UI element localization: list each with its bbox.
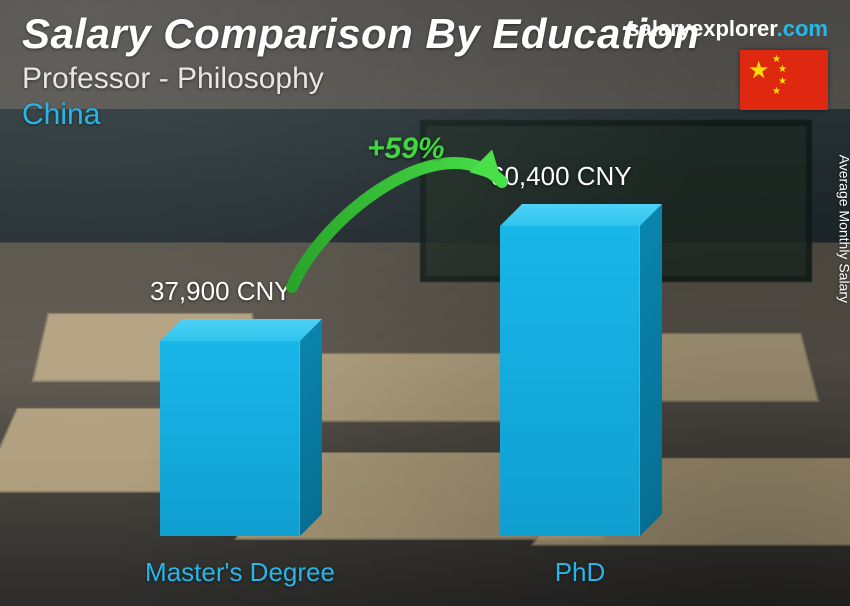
source-name: salaryexplorer (627, 16, 776, 41)
y-axis-label: Average Monthly Salary (836, 155, 850, 303)
salary-bar-chart: 37,900 CNYMaster's Degree60,400 CNYPhD+5… (100, 156, 740, 536)
country-label: China (22, 98, 828, 132)
bar-category-label: Master's Degree (145, 557, 335, 588)
country-flag: ★ ★ ★ ★ ★ (740, 50, 828, 110)
job-title: Professor - Philosophy (22, 62, 828, 96)
flag-star-icon: ★ (778, 64, 787, 75)
flag-star-icon: ★ (748, 56, 770, 85)
increase-arrow-icon (100, 156, 740, 536)
source-site: salaryexplorer.com (627, 16, 828, 42)
flag-star-icon: ★ (772, 86, 781, 97)
source-domain: .com (777, 16, 828, 41)
bar-category-label: PhD (555, 557, 606, 588)
percent-increase-label: +59% (367, 132, 445, 166)
